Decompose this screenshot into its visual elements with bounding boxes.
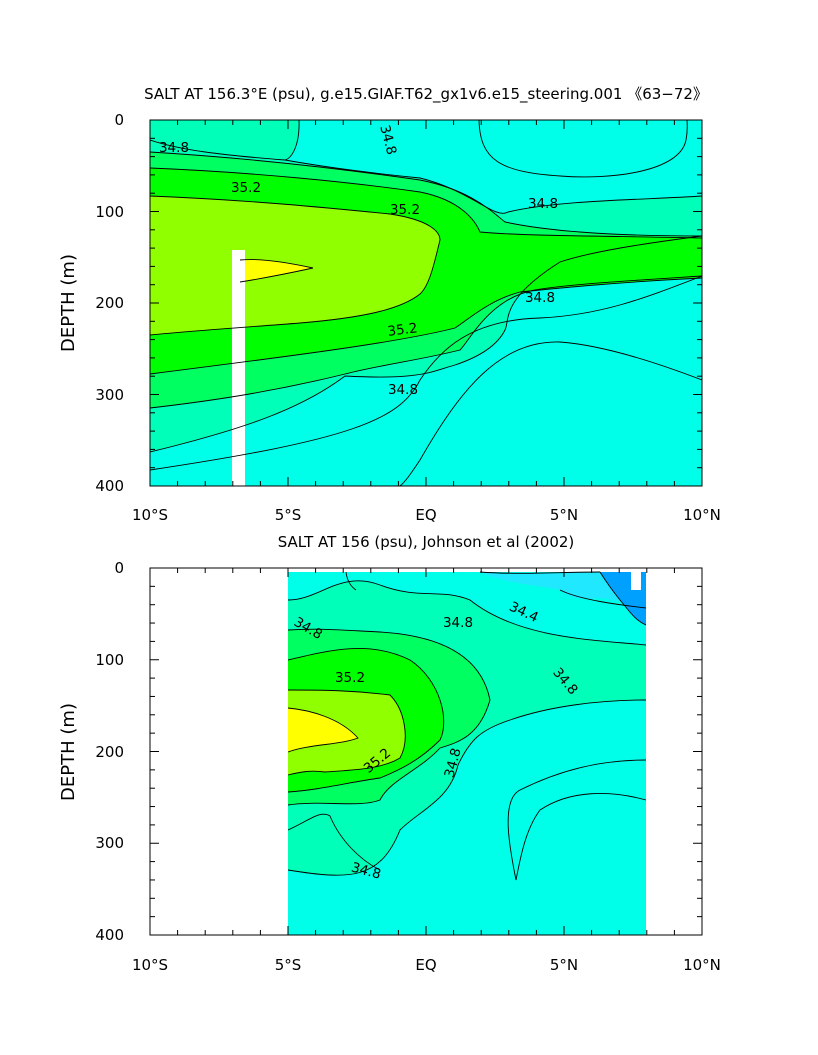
contour-label: 34.8	[442, 746, 465, 779]
x-tick-label: EQ	[415, 506, 436, 524]
missing-data-column	[232, 250, 245, 486]
panel2-y-tick-labels: 0 100 200 300 400	[95, 559, 124, 944]
x-tick-label: EQ	[415, 956, 436, 974]
y-tick-label: 200	[95, 743, 124, 761]
y-tick-label: 100	[95, 651, 124, 669]
x-tick-label: 5°S	[275, 506, 302, 524]
contour-label: 34.8	[376, 123, 399, 156]
panel1-ticks	[149, 119, 703, 487]
salinity-band-gt-35.6	[288, 708, 358, 752]
x-tick-label: 10°N	[683, 506, 721, 524]
contour-label: 35.2	[335, 670, 365, 686]
y-tick-label: 400	[95, 477, 124, 495]
contour-label: 35.2	[390, 202, 420, 218]
panel1-x-tick-labels: 10°S 5°S EQ 5°N 10°N	[132, 506, 721, 524]
x-tick-label: 5°N	[550, 506, 578, 524]
panel1-y-axis-label: DEPTH (m)	[58, 254, 79, 352]
contour-label: 34.8	[528, 196, 558, 212]
salinity-band-gt-35.6	[240, 259, 313, 282]
panel2-title: SALT AT 156 (psu), Johnson et al (2002)	[278, 533, 575, 551]
panel1-title: SALT AT 156.3°E (psu), g.e15.GIAF.T62_gx…	[144, 85, 708, 104]
contour-label: 34.8	[388, 382, 418, 398]
panel2-y-axis-label: DEPTH (m)	[58, 703, 79, 801]
x-tick-label: 10°N	[683, 956, 721, 974]
y-tick-label: 400	[95, 926, 124, 944]
y-tick-label: 0	[114, 111, 124, 129]
panel2-ticks	[149, 567, 703, 936]
panel2-x-tick-labels: 10°S 5°S EQ 5°N 10°N	[132, 956, 721, 974]
salinity-band-34.4-34.6	[480, 572, 646, 608]
y-tick-label: 100	[95, 203, 124, 221]
x-tick-label: 10°S	[132, 956, 168, 974]
panel1-filled-contours	[150, 120, 702, 486]
contour-label: 34.8	[349, 860, 382, 883]
x-tick-label: 5°S	[275, 956, 302, 974]
x-tick-label: 10°S	[132, 506, 168, 524]
panel2-top-strip	[288, 568, 646, 572]
panel-observations: SALT AT 156 (psu), Johnson et al (2002)	[58, 533, 721, 974]
contour-label: 35.2	[231, 180, 261, 196]
x-tick-label: 5°N	[550, 956, 578, 974]
y-tick-label: 200	[95, 294, 124, 312]
panel1-y-tick-labels: 0 100 200 300 400	[95, 111, 124, 495]
y-tick-label: 300	[95, 834, 124, 852]
panel1-contour-labels: 34.8 34.8 35.2 35.2 34.8 35.2 34.8 34.8	[159, 123, 558, 398]
contour-label: 34.8	[443, 615, 473, 631]
missing-data-notch	[631, 572, 641, 590]
panel2-filled-contours	[287, 568, 647, 935]
contour-label: 34.8	[159, 140, 189, 156]
y-tick-label: 0	[114, 559, 124, 577]
contour-label: 35.2	[387, 320, 419, 340]
y-tick-label: 300	[95, 386, 124, 404]
contour-label: 34.8	[525, 290, 555, 306]
panel-model: SALT AT 156.3°E (psu), g.e15.GIAF.T62_gx…	[58, 85, 721, 524]
